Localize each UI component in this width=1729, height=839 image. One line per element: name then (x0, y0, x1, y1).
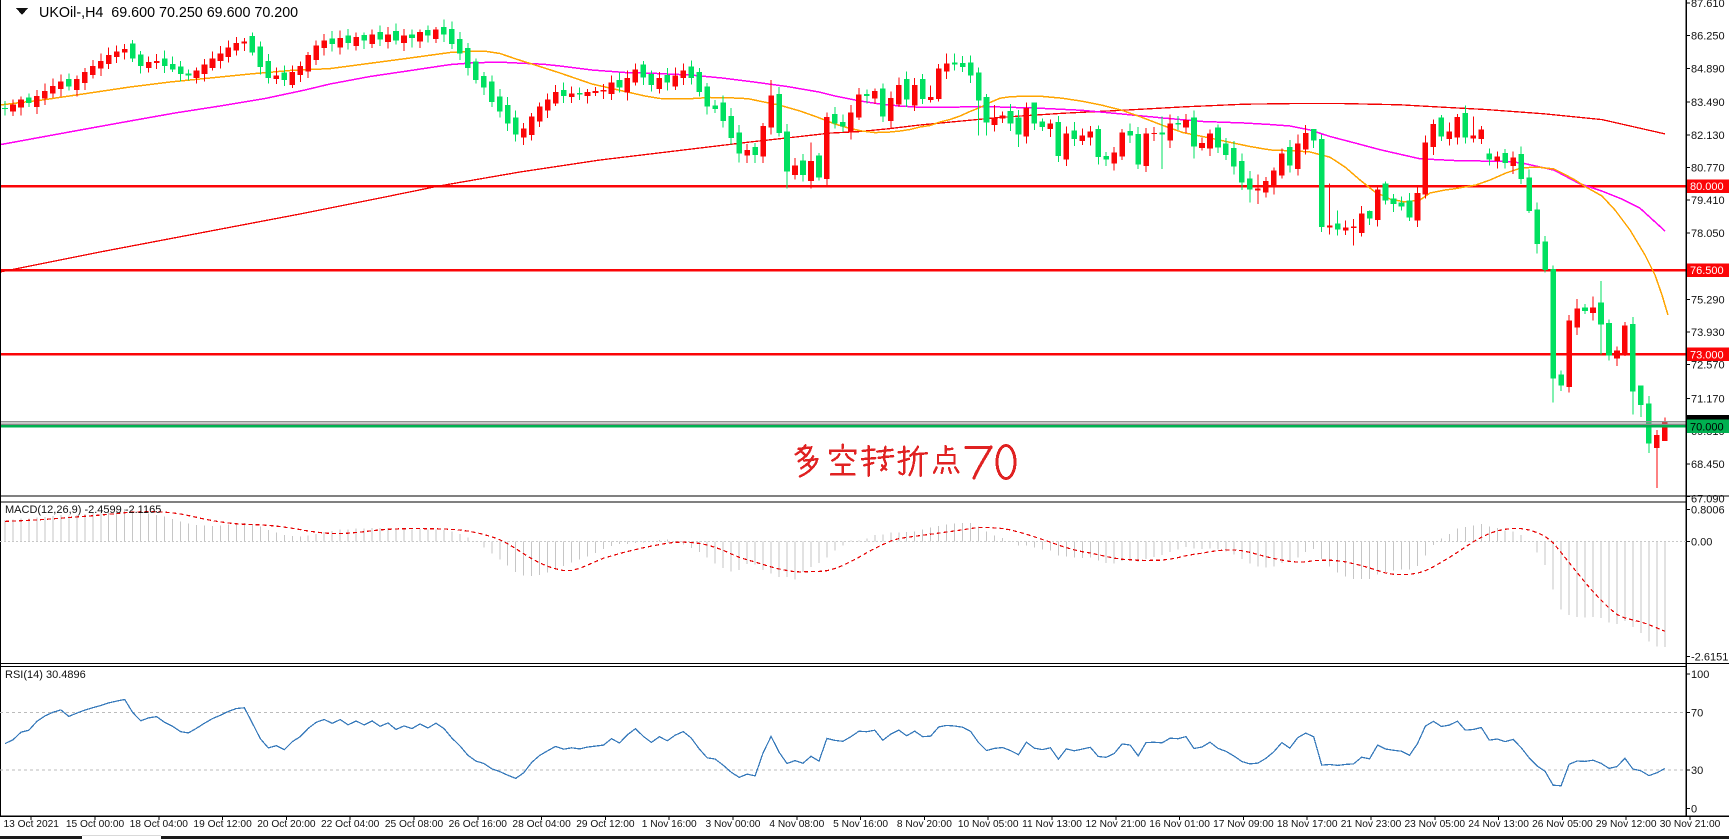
svg-text:12 Nov 21:00: 12 Nov 21:00 (1085, 819, 1146, 830)
svg-text:25 Oct 08:00: 25 Oct 08:00 (385, 819, 444, 830)
svg-text:-2.6151: -2.6151 (1691, 652, 1728, 664)
svg-text:17 Nov 09:00: 17 Nov 09:00 (1213, 819, 1274, 830)
svg-text:15 Oct 00:00: 15 Oct 00:00 (66, 819, 125, 830)
svg-text:82.130: 82.130 (1691, 130, 1725, 142)
svg-text:0.8006: 0.8006 (1691, 504, 1725, 516)
svg-text:76.500: 76.500 (1690, 265, 1724, 277)
svg-text:71.170: 71.170 (1691, 393, 1725, 405)
svg-text:75.290: 75.290 (1691, 294, 1725, 306)
svg-text:28 Oct 04:00: 28 Oct 04:00 (512, 819, 571, 830)
svg-text:8 Nov 20:00: 8 Nov 20:00 (897, 819, 952, 830)
svg-text:79.410: 79.410 (1691, 195, 1725, 207)
svg-text:72.570: 72.570 (1691, 360, 1725, 372)
svg-text:87.610: 87.610 (1691, 0, 1725, 10)
svg-text:68.450: 68.450 (1691, 459, 1725, 471)
svg-text:5 Nov 16:00: 5 Nov 16:00 (833, 819, 888, 830)
svg-text:78.050: 78.050 (1691, 228, 1725, 240)
svg-text:73.930: 73.930 (1691, 327, 1725, 339)
svg-text:21 Nov 23:00: 21 Nov 23:00 (1341, 819, 1402, 830)
svg-text:19 Oct 12:00: 19 Oct 12:00 (193, 819, 252, 830)
svg-text:20 Oct 20:00: 20 Oct 20:00 (257, 819, 316, 830)
svg-text:84.890: 84.890 (1691, 63, 1725, 75)
svg-text:23 Nov 05:00: 23 Nov 05:00 (1404, 819, 1465, 830)
svg-text:3 Nov 00:00: 3 Nov 00:00 (706, 819, 761, 830)
svg-text:RSI(14) 30.4896: RSI(14) 30.4896 (5, 669, 86, 681)
svg-text:80.000: 80.000 (1690, 181, 1724, 193)
svg-text:MACD(12,26,9) -2.4599 -2.1165: MACD(12,26,9) -2.4599 -2.1165 (5, 504, 161, 516)
svg-text:22 Oct 04:00: 22 Oct 04:00 (321, 819, 380, 830)
svg-text:0: 0 (1691, 803, 1697, 815)
svg-text:73.000: 73.000 (1690, 349, 1724, 361)
svg-text:30: 30 (1691, 765, 1703, 777)
svg-text:1 Nov 16:00: 1 Nov 16:00 (642, 819, 697, 830)
svg-text:10 Nov 05:00: 10 Nov 05:00 (958, 819, 1019, 830)
svg-text:80.770: 80.770 (1691, 163, 1725, 175)
svg-text:UKOil-,H4 69.600 70.250 69.60: UKOil-,H4 69.600 70.250 69.600 70.200 (39, 5, 298, 21)
svg-text:30 Nov 21:00: 30 Nov 21:00 (1660, 819, 1721, 830)
svg-text:83.490: 83.490 (1691, 97, 1725, 109)
svg-text:29 Oct 12:00: 29 Oct 12:00 (576, 819, 635, 830)
svg-text:18 Oct 04:00: 18 Oct 04:00 (130, 819, 189, 830)
svg-text:13 Oct 2021: 13 Oct 2021 (3, 819, 59, 830)
svg-text:86.250: 86.250 (1691, 31, 1725, 43)
svg-text:18 Nov 17:00: 18 Nov 17:00 (1277, 819, 1338, 830)
svg-text:70: 70 (1691, 707, 1703, 719)
svg-text:24 Nov 13:00: 24 Nov 13:00 (1468, 819, 1529, 830)
svg-text:16 Nov 01:00: 16 Nov 01:00 (1149, 819, 1210, 830)
svg-text:0.00: 0.00 (1691, 537, 1712, 549)
svg-text:4 Nov 08:00: 4 Nov 08:00 (769, 819, 824, 830)
svg-text:26 Nov 05:00: 26 Nov 05:00 (1532, 819, 1593, 830)
svg-text:70.000: 70.000 (1690, 421, 1724, 433)
svg-text:26 Oct 16:00: 26 Oct 16:00 (449, 819, 508, 830)
svg-text:29 Nov 12:00: 29 Nov 12:00 (1596, 819, 1657, 830)
svg-text:67.090: 67.090 (1691, 494, 1725, 506)
svg-text:100: 100 (1691, 669, 1709, 681)
svg-text:11 Nov 13:00: 11 Nov 13:00 (1022, 819, 1082, 830)
